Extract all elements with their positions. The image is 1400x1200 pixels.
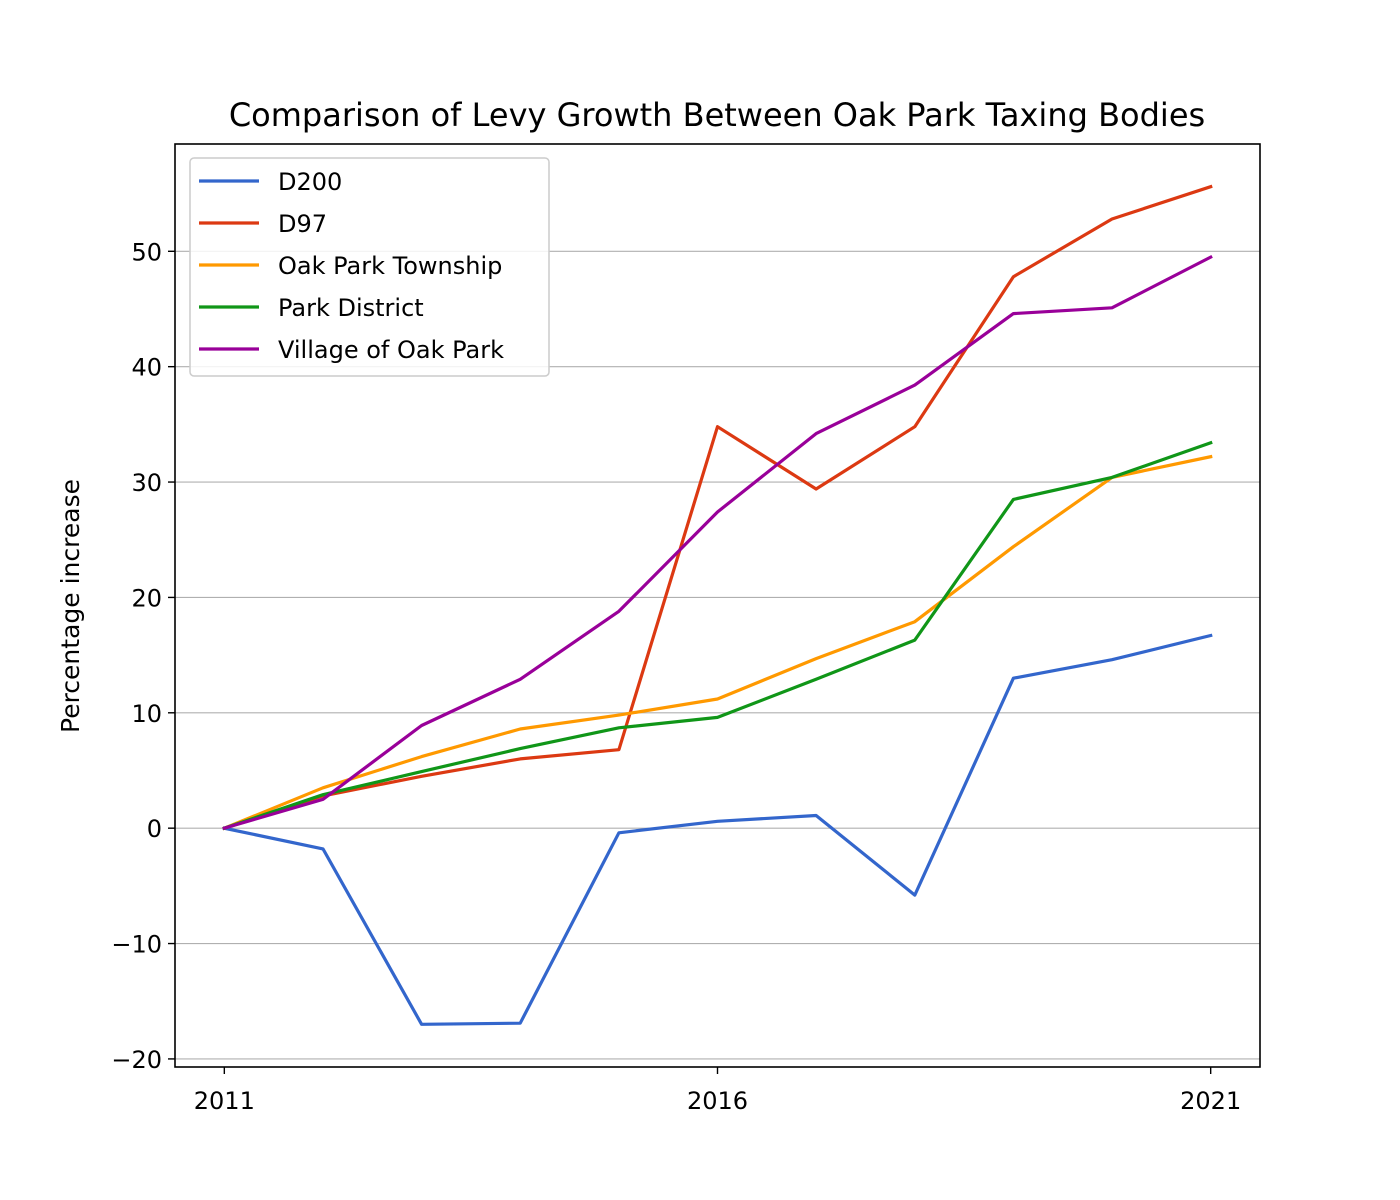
y-tick-label: 40	[131, 354, 162, 382]
y-axis-label: Percentage increase	[56, 479, 85, 733]
series-line-d200	[222, 633, 1213, 1026]
legend-label: Park District	[278, 294, 424, 322]
series-line-d97	[222, 184, 1213, 831]
x-tick-label: 2011	[194, 1087, 255, 1115]
y-tick-label: 50	[131, 238, 162, 266]
legend-label: Oak Park Township	[278, 252, 502, 280]
series-line-village-of-oak-park	[222, 254, 1213, 831]
y-axis: −20 −10 0 10 20 30 40 50	[111, 238, 175, 1074]
y-tick-label: 0	[147, 815, 162, 843]
x-tick-label: 2021	[1180, 1087, 1241, 1115]
legend-label: D200	[278, 168, 342, 196]
legend-label: Village of Oak Park	[278, 336, 504, 364]
legend-label: D97	[278, 210, 327, 238]
legend: D200 D97 Oak Park Township Park District Vil…	[189, 157, 550, 377]
y-tick-label: 20	[131, 584, 162, 612]
series-line-park-district	[222, 440, 1213, 831]
y-tick-label: −20	[111, 1046, 162, 1074]
series-line-oak-park-township	[222, 454, 1213, 831]
legend-box	[189, 157, 550, 377]
y-tick-label: 30	[131, 469, 162, 497]
series-lines	[222, 184, 1213, 1026]
y-tick-label: 10	[131, 700, 162, 728]
x-tick-label: 2016	[687, 1087, 748, 1115]
chart-title: Comparison of Levy Growth Between Oak Pa…	[229, 96, 1205, 134]
x-axis: 2011 2016 2021	[194, 1067, 1241, 1115]
y-tick-label: −10	[111, 931, 162, 959]
